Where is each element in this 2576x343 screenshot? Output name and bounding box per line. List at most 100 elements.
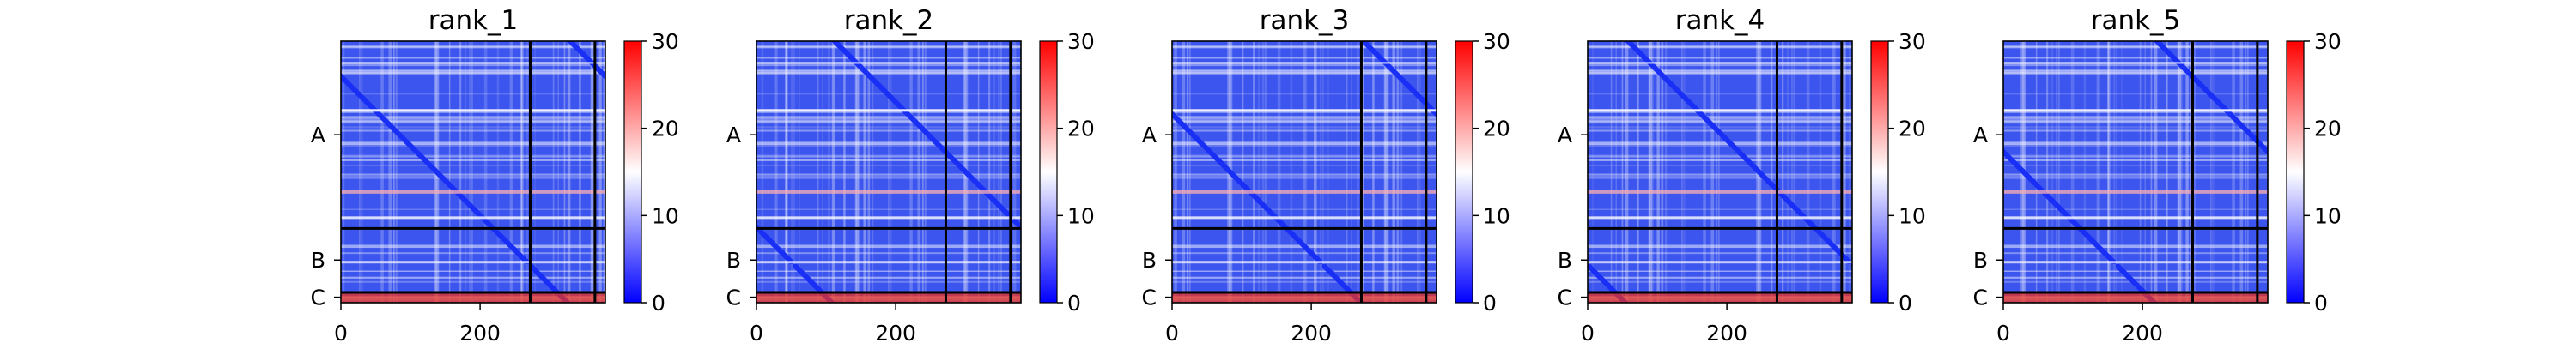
heatmap-band (1588, 261, 1852, 264)
colorbar-tick-label: 20 (1899, 117, 1926, 141)
colorbar-tick-label: 0 (1067, 291, 1081, 316)
heatmap-band (1172, 216, 1437, 220)
heatmap-strip (2003, 292, 2268, 303)
y-tick-label: A (311, 123, 325, 147)
x-tick-label: 200 (875, 321, 916, 343)
heatmap-band (341, 261, 605, 264)
y-tick-label: B (726, 248, 741, 273)
y-tick-label: B (1142, 248, 1157, 273)
heatmap-band (1172, 261, 1437, 264)
heatmap-band (1588, 190, 1852, 194)
y-tick-label: B (1973, 248, 1988, 273)
colorbar-tick-label: 0 (652, 291, 665, 316)
y-tick-label: B (1558, 248, 1572, 273)
heatmap-strip (341, 292, 605, 303)
colorbar-tick-label: 10 (652, 203, 679, 228)
panel-title: rank_2 (844, 5, 934, 36)
y-tick-label: A (1142, 123, 1157, 147)
heatmap-band (1172, 109, 1437, 112)
heatmap-band (756, 261, 1021, 264)
heatmap-band (2003, 190, 2268, 194)
colorbar (1870, 40, 1889, 304)
heatmap-cells (756, 41, 1021, 303)
heatmap-frame (340, 40, 606, 304)
heatmap-band (756, 109, 1021, 112)
heatmap-frame (1171, 40, 1437, 304)
colorbar-tick-label: 10 (1067, 203, 1095, 228)
heatmap-cells (1172, 41, 1437, 303)
x-tick-label: 200 (1291, 321, 1332, 343)
heatmap-band (341, 216, 605, 220)
colorbar (2286, 40, 2305, 304)
panel-title: rank_3 (1260, 5, 1350, 36)
colorbar-tick-label: 30 (652, 29, 679, 54)
colorbar-tick-label: 0 (1483, 291, 1497, 316)
colorbar-tick-label: 20 (652, 117, 679, 141)
heatmap-frame (756, 40, 1022, 304)
heatmap-strip (756, 292, 1021, 303)
heatmap-band (1588, 216, 1852, 220)
heatmap-band (756, 216, 1021, 220)
panel-title: rank_1 (428, 5, 519, 36)
heatmap-band (2003, 62, 2268, 64)
heatmap-frame (2002, 40, 2269, 304)
colorbar-tick-label: 20 (1483, 117, 1510, 141)
colorbar (1039, 40, 1058, 304)
colorbar (1455, 40, 1473, 304)
heatmap-band (341, 190, 605, 194)
y-tick-label: C (726, 286, 741, 310)
colorbar-tick-label: 30 (1067, 29, 1095, 54)
y-tick-label: A (726, 123, 741, 147)
colorbar-tick-label: 10 (1483, 203, 1510, 228)
x-tick-label: 0 (1996, 321, 2010, 343)
heatmap-band (1172, 62, 1437, 64)
heatmap-frame (1587, 40, 1853, 304)
heatmap-band (756, 62, 1021, 64)
x-tick-label: 0 (1165, 321, 1179, 343)
heatmap-cells (341, 41, 605, 303)
heatmap-band (341, 109, 605, 112)
panel-title: rank_4 (1675, 5, 1765, 36)
y-tick-label: C (1558, 286, 1572, 310)
x-tick-label: 0 (750, 321, 763, 343)
heatmap-strip (1588, 292, 1852, 303)
x-tick-label: 0 (334, 321, 348, 343)
colorbar (623, 40, 642, 304)
heatmap-band (1588, 109, 1852, 112)
x-tick-label: 200 (1706, 321, 1747, 343)
colorbar-tick-label: 10 (2314, 203, 2342, 228)
colorbar-tick-label: 20 (1067, 117, 1095, 141)
y-tick-label: C (1973, 286, 1988, 310)
heatmap-cells (2003, 41, 2268, 303)
y-tick-label: B (311, 248, 325, 273)
heatmap-band (341, 62, 605, 64)
y-tick-label: C (311, 286, 325, 310)
x-tick-label: 0 (1581, 321, 1595, 343)
heatmap-band (1588, 62, 1852, 64)
colorbar-tick-label: 30 (1483, 29, 1510, 54)
heatmap-strip (1172, 292, 1437, 303)
heatmap-band (2003, 216, 2268, 220)
x-tick-label: 200 (2122, 321, 2163, 343)
colorbar-tick-label: 10 (1899, 203, 1926, 228)
heatmap-band (2003, 109, 2268, 112)
colorbar-tick-label: 20 (2314, 117, 2342, 141)
heatmap-band (2003, 261, 2268, 264)
x-tick-label: 200 (459, 321, 501, 343)
colorbar-tick-label: 0 (1899, 291, 1912, 316)
panel-title: rank_5 (2091, 5, 2181, 36)
colorbar-tick-label: 0 (2314, 291, 2328, 316)
colorbar-tick-label: 30 (2314, 29, 2342, 54)
y-tick-label: C (1142, 286, 1157, 310)
heatmap-band (1172, 190, 1437, 194)
colorbar-tick-label: 30 (1899, 29, 1926, 54)
y-tick-label: A (1558, 123, 1572, 147)
y-tick-label: A (1973, 123, 1988, 147)
heatmap-cells (1588, 41, 1852, 303)
